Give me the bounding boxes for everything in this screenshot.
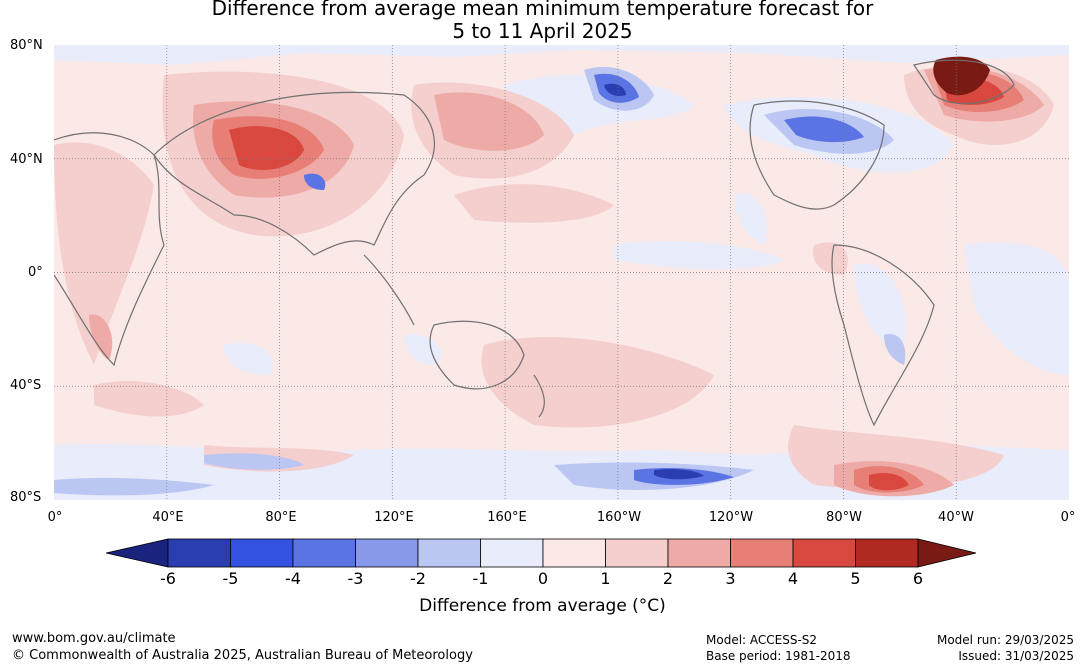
colorbar-tick-label: -3 (347, 569, 364, 588)
colorbar-tick-label: -2 (410, 569, 426, 588)
lon-label-40e: 40°E (152, 510, 184, 525)
colorbar-segment (792, 538, 856, 568)
lon-label-120e: 120°E (374, 510, 414, 525)
colorbar-tick-label: 4 (787, 569, 799, 588)
lon-label-0-right: 0° (1060, 510, 1076, 525)
temperature-anomaly-map (54, 45, 1069, 500)
colorbar-tick-label: 1 (600, 569, 611, 588)
lat-label-40n: 40°N (10, 152, 43, 167)
lon-label-120w: 120°W (708, 510, 754, 525)
anomaly-darkest-blue-regions (604, 83, 704, 480)
colorbar-extend-min (106, 538, 169, 568)
colorbar-tick-label: 0 (537, 569, 549, 588)
colorbar-tick-label: -6 (160, 569, 176, 588)
colorbar-tick-label: -4 (285, 569, 301, 588)
colorbar-segment (167, 538, 231, 568)
lon-label-80e: 80°E (265, 510, 297, 525)
colorbar-segment (730, 538, 794, 568)
coastlines (54, 59, 1015, 427)
footer-url: www.bom.gov.au/climate (12, 631, 176, 646)
colorbar-tick-label: 6 (912, 569, 924, 588)
lon-label-0: 0° (47, 510, 63, 525)
colorbar (106, 538, 977, 568)
colorbar-tick-label: -1 (472, 569, 489, 588)
colorbar-segment (605, 538, 669, 568)
map-title-line1: Difference from average mean minimum tem… (211, 0, 874, 20)
footer-model-run: Model run: 29/03/2025 (936, 633, 1074, 647)
footer-copyright: © Commonwealth of Australia 2025, Austra… (12, 648, 473, 663)
colorbar-title: Difference from average (°C) (419, 596, 666, 616)
colorbar-extend-max (917, 538, 977, 568)
colorbar-tick-label: 3 (725, 569, 736, 588)
footer-model: Model: ACCESS-S2 (706, 633, 818, 647)
footer-issued: Issued: 31/03/2025 (958, 649, 1074, 663)
lon-label-40w: 40°W (938, 510, 974, 525)
map-graphic (54, 45, 1069, 500)
footer-base-period: Base period: 1981-2018 (706, 649, 851, 663)
lat-label-40s: 40°S (10, 378, 42, 393)
colorbar-segment (292, 538, 356, 568)
lat-label-80n: 80°N (10, 38, 43, 53)
lon-label-80w: 80°W (826, 510, 862, 525)
graticule (54, 45, 1069, 500)
colorbar-segment (667, 538, 731, 568)
colorbar-segment (542, 538, 606, 568)
lon-label-160w: 160°W (596, 510, 642, 525)
map-title-line2: 5 to 11 April 2025 (452, 19, 633, 43)
colorbar-segment (355, 538, 419, 568)
lon-label-160e: 160°E (487, 510, 527, 525)
colorbar-segment (480, 538, 544, 568)
lat-label-0: 0° (28, 265, 43, 280)
colorbar-segment (417, 538, 481, 568)
colorbar-tick-label: 5 (850, 569, 861, 588)
anomaly-extreme-red-regions (933, 56, 990, 96)
colorbar-segment (230, 538, 294, 568)
colorbar-tick-label: -5 (222, 569, 239, 588)
colorbar-tick-label: 2 (662, 569, 674, 588)
colorbar-segment (855, 538, 919, 568)
lat-label-80s: 80°S (10, 490, 42, 505)
